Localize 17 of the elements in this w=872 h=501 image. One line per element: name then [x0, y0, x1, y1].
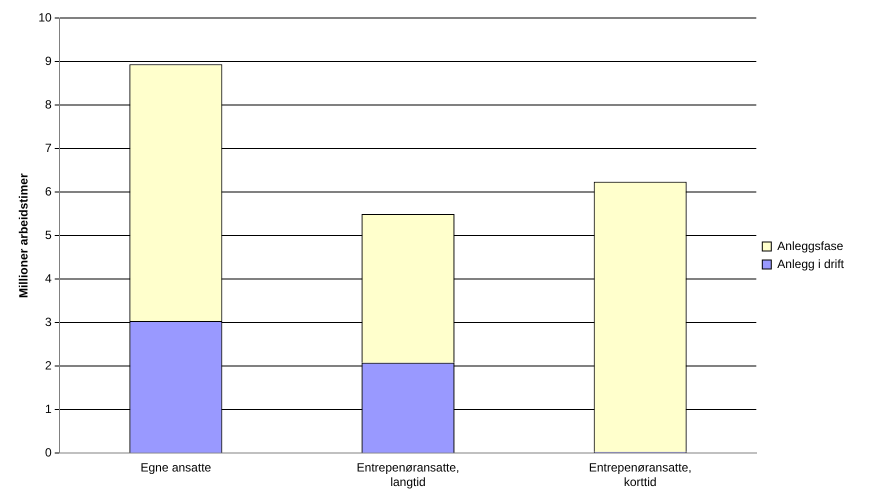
y-tick-label: 2: [45, 358, 52, 373]
y-tick-label: 10: [38, 10, 52, 25]
x-tick-label: Egne ansatte: [140, 460, 212, 475]
y-tick-label: 0: [45, 446, 52, 460]
y-tick-label: 5: [45, 228, 52, 242]
y-axis-title: Millioner arbeidstimer: [16, 173, 31, 298]
x-tick-label: Entrepenøransatte, korttid: [588, 460, 692, 490]
legend-label: Anleggsfase: [777, 238, 844, 253]
y-tick-label: 3: [45, 315, 52, 330]
y-tick-label: 7: [45, 141, 52, 156]
x-tick-label: Entrepenøransatte, langtid: [356, 460, 460, 490]
y-tick-label: 8: [45, 98, 52, 112]
y-tick-label: 1: [45, 402, 52, 416]
y-tick-label: 9: [45, 54, 52, 68]
y-tick-label: 4: [45, 272, 52, 286]
legend-label: Anlegg i drift: [777, 256, 845, 271]
y-tick-label: 6: [45, 184, 52, 199]
